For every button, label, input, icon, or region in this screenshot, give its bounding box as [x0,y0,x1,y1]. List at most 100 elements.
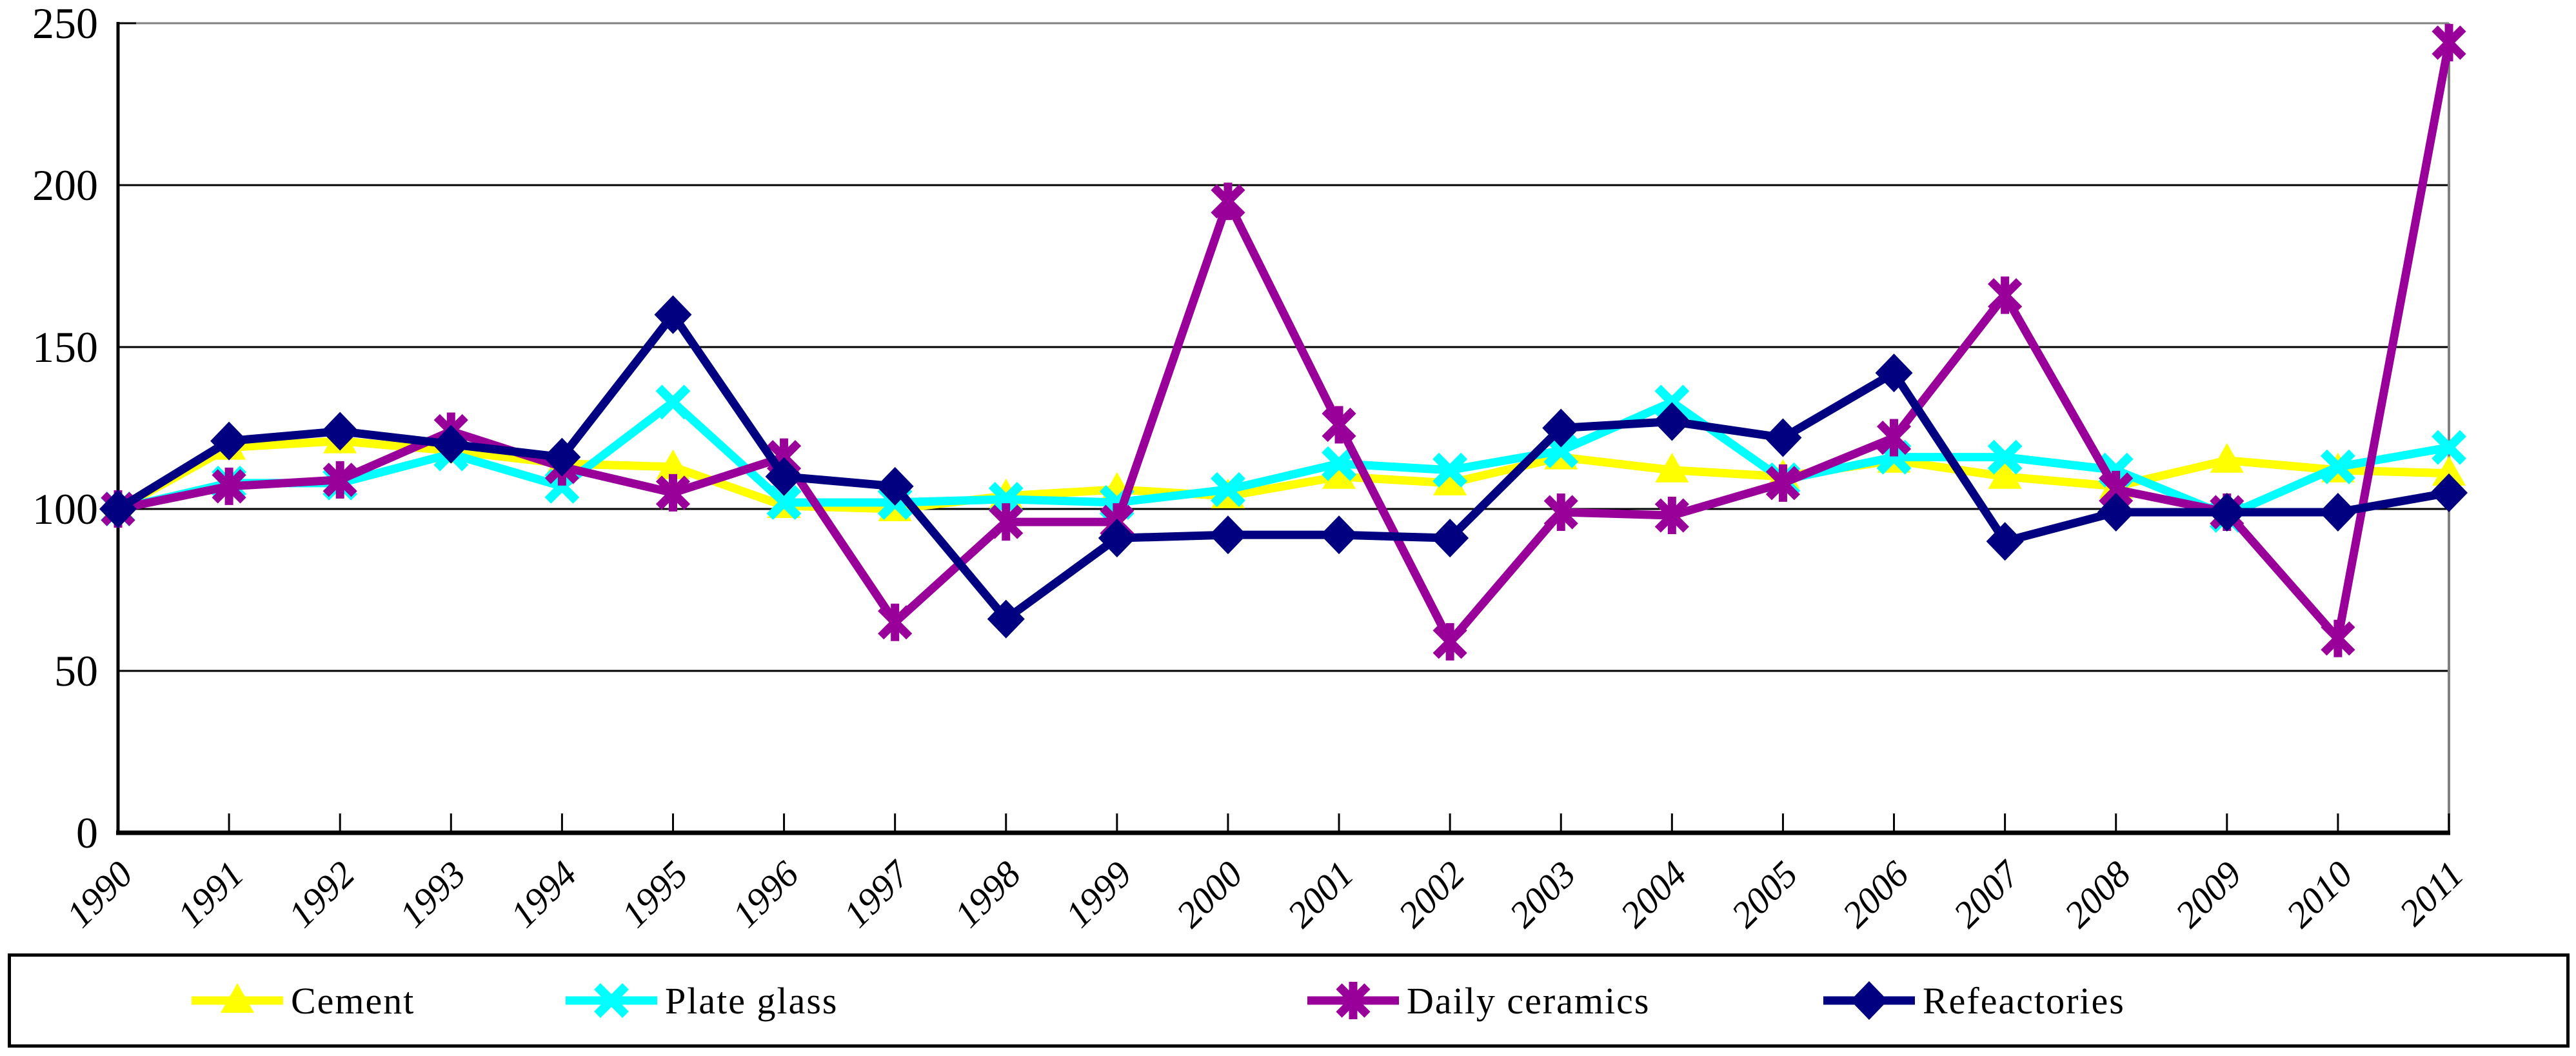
x-axis-label: 2011 [2391,853,2472,933]
diamond-marker [654,295,692,334]
legend-label: Daily ceramics [1407,979,1650,1022]
series-line [117,41,2453,646]
asterisk-marker-icon [1307,982,1399,1019]
legend-item-refeactories: Refeactories [1821,978,2125,1023]
x-axis-label: 2009 [2167,853,2250,935]
x-marker [1211,472,1245,507]
asterisk-marker [655,473,691,512]
x-axis-label: 1998 [946,853,1029,935]
x-axis-label: 1992 [280,853,362,935]
y-axis-label: 100 [32,484,98,533]
diamond-marker [321,412,359,451]
triangle-marker [2210,443,2244,473]
diamond-marker [1764,418,1802,457]
x-axis-label: 2007 [1945,852,2028,935]
x-marker [1322,446,1356,481]
diamond-marker [1850,981,1888,1020]
series-refeactories [99,295,2468,639]
diamond-marker [1320,515,1358,555]
x-axis-label: 2004 [1612,853,1695,935]
diamond-marker [876,466,914,506]
diamond-marker [1542,408,1580,448]
y-axis-label: 50 [54,646,98,695]
x-axis-label: 1996 [724,853,807,935]
x-marker [655,384,691,420]
x-marker [766,485,802,520]
asterisk-marker [878,603,913,641]
x-marker [1987,439,2023,475]
diamond-marker [1986,522,2024,561]
diamond-marker [432,424,470,464]
x-axis-label: 2008 [2056,853,2139,935]
triangle-marker [1322,459,1356,489]
diamond-marker [2208,493,2246,532]
asterisk-marker [2432,24,2466,62]
legend-label: Cement [291,979,415,1022]
asterisk-marker [1336,982,1371,1019]
legend-label: Plate glass [665,979,838,1022]
triangle-marker [1988,459,2022,489]
x-axis-label: 2000 [1168,853,1251,935]
x-marker [1654,384,1690,420]
x-marker [1432,452,1468,488]
legend-item-plate-glass: Plate glass [563,978,838,1023]
diamond-marker [987,599,1025,639]
x-marker-icon [566,983,657,1018]
x-axis-label: 1999 [1057,853,1140,935]
asterisk-marker [1654,497,1689,535]
triangle-marker [1655,452,1689,483]
legend: Cement Plate glass Daily ceramics Refeac… [8,953,2570,1048]
series-daily-ceramics [101,24,2466,661]
asterisk-marker [1876,419,1912,457]
diamond-marker [1653,402,1691,441]
diamond-marker [1875,354,1913,393]
asterisk-marker [1211,183,1245,221]
y-axis-label: 250 [32,0,98,48]
x-axis-label: 2001 [1279,853,1362,935]
triangle-marker [656,449,690,479]
x-axis-label: 1990 [58,853,141,935]
x-marker [2432,430,2466,465]
diamond-marker [210,421,248,461]
diamond-marker [2097,493,2135,532]
diamond-marker [1431,519,1469,558]
triangle-marker [2432,455,2466,486]
diamond-marker [2319,493,2357,532]
x-axis-label: 2010 [2278,853,2361,935]
x-marker [594,983,629,1018]
diamond-marker-icon [1823,981,1915,1020]
diamond-marker [2430,473,2468,512]
diamond-marker [543,437,581,477]
asterisk-marker [322,461,357,499]
diamond-marker [765,457,803,496]
x-axis-label: 2005 [1723,853,1806,935]
x-marker [2320,449,2355,484]
asterisk-marker [1765,464,1801,502]
series-line [117,397,2450,520]
diamond-marker [1098,519,1136,558]
triangle-marker [1433,465,1467,495]
x-axis-label: 2006 [1834,853,1917,935]
x-axis-label: 1993 [391,853,473,935]
triangle-marker-icon [192,983,283,1013]
asterisk-marker [2321,619,2355,657]
series-line [115,310,2450,624]
triangle-marker [221,983,254,1013]
y-axis-label: 0 [76,808,98,857]
asterisk-marker [1322,406,1356,444]
y-axis-label: 150 [32,323,98,372]
asterisk-marker [1543,493,1578,532]
x-axis-label: 1997 [835,852,918,935]
legend-item-cement: Cement [189,978,415,1023]
diamond-marker [99,490,137,528]
y-axis-label: 200 [32,161,98,210]
x-axis-label: 1994 [502,853,585,935]
series-line [115,437,2450,513]
asterisk-marker [989,503,1024,541]
x-axis-label: 1991 [169,853,252,935]
legend-item-daily-ceramics: Daily ceramics [1305,978,1650,1023]
asterisk-marker [1432,623,1467,661]
asterisk-marker [1988,276,2023,314]
